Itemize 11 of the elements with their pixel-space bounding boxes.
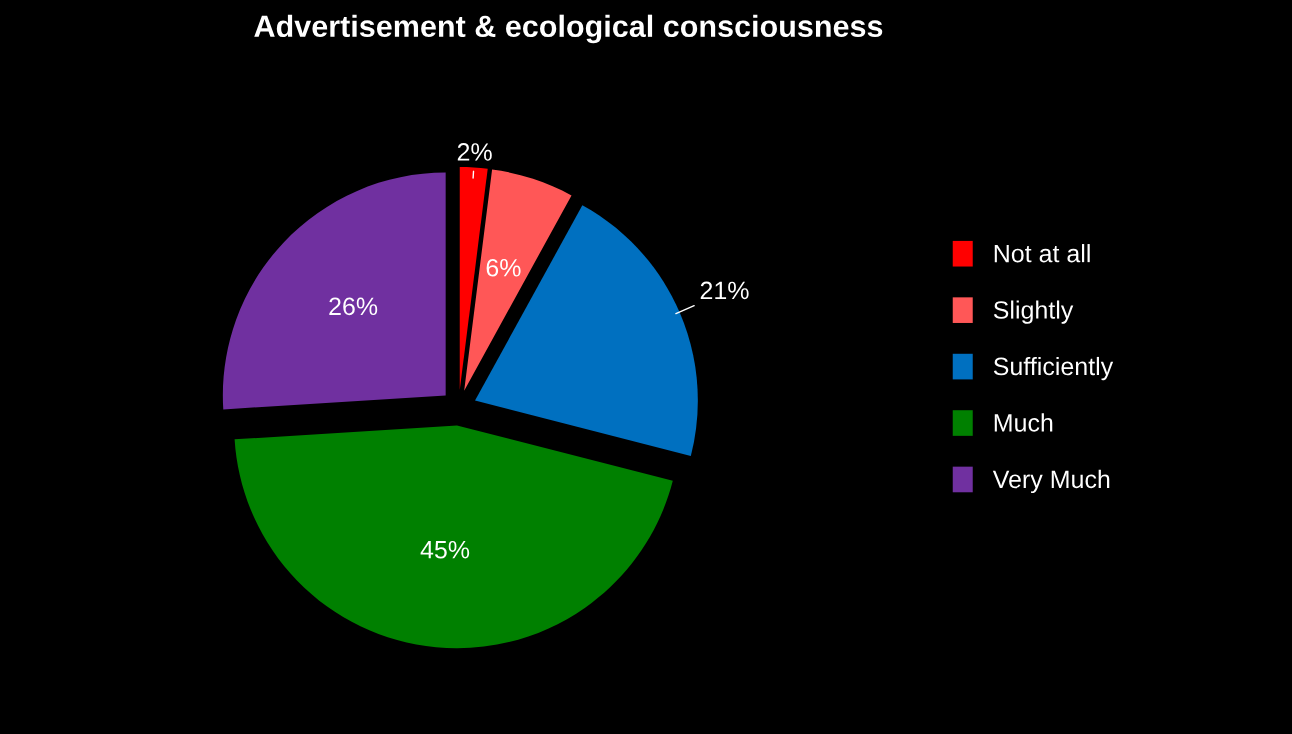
data-label: 6% [486, 258, 521, 277]
data-label: 2% [457, 143, 492, 161]
legend-label: Not at all [994, 244, 1090, 263]
legend-label: Very Much [992, 469, 1110, 494]
chart-title: Advertisement & ecological consciousness [254, 14, 883, 44]
legend-label: Much [994, 413, 1053, 432]
data-label: 26% [329, 297, 378, 316]
legend-label: Slightly [993, 300, 1074, 324]
data-label: 45% [420, 540, 470, 559]
legend-label: Sufficiently [993, 356, 1114, 381]
data-label: 21% [700, 281, 749, 300]
